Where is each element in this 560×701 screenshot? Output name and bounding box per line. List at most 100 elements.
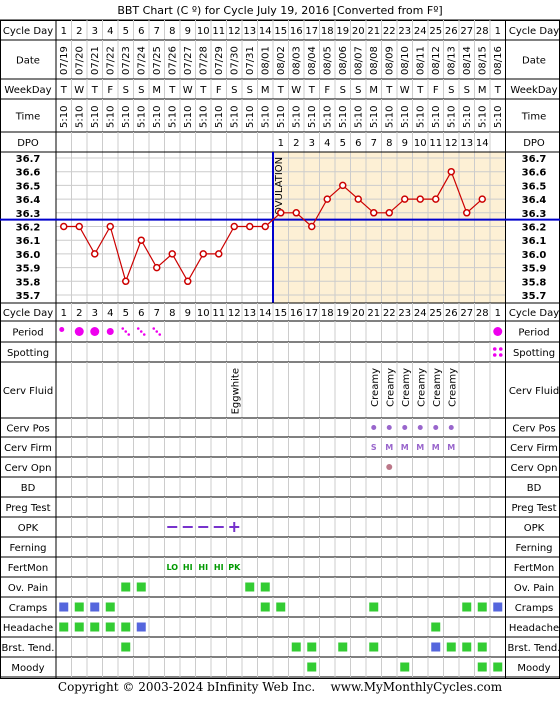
- y-tick-right: 35.8: [522, 277, 547, 288]
- headache-marker: [136, 622, 146, 632]
- fertmon-row-label-right: FertMon: [514, 563, 554, 574]
- weekday-row-cell: S: [355, 85, 361, 96]
- cerv-pos-marker: [433, 425, 439, 430]
- brst-tend-row-label-left: Brst. Tend.: [2, 643, 55, 654]
- cerv-fluid-text: Creamy: [385, 368, 396, 407]
- cerv-firm-text: M: [385, 443, 393, 452]
- cycle-day-row-cell: 2: [76, 26, 82, 37]
- date-row-cell: 07/27: [183, 46, 194, 75]
- cycle-day-row-bottom-cell: 4: [107, 308, 113, 319]
- time-row-cell: 5:10: [431, 106, 442, 128]
- date-row-cell: 07/29: [214, 46, 225, 75]
- brst-tend-marker: [369, 642, 379, 652]
- temperature-point: [60, 222, 68, 231]
- date-row-cell: 08/14: [462, 46, 473, 75]
- y-tick-left: 36.0: [16, 250, 41, 261]
- cycle-day-row-cell: 10: [197, 26, 210, 37]
- temperature-line: [63, 170, 483, 284]
- cycle-day-row-cell: 26: [445, 26, 458, 37]
- fertmon-text: PK: [228, 563, 241, 572]
- cycle-day-row-cell: 5: [123, 26, 129, 37]
- date-row-cell: 08/09: [384, 46, 395, 75]
- dpo-row-label-right: DPO: [523, 138, 545, 149]
- ov-pain-marker: [136, 582, 146, 592]
- weekday-row-cell: W: [291, 85, 301, 96]
- date-row-cell: 07/30: [229, 46, 240, 75]
- temperature-point: [339, 181, 347, 190]
- weekday-row-cell: W: [400, 85, 410, 96]
- temperature-point: [106, 222, 114, 231]
- weekday-row-cell: W: [183, 85, 193, 96]
- cramps-marker: [260, 602, 270, 612]
- date-row-cell: 07/19: [59, 46, 70, 75]
- cerv-pos-marker: [371, 425, 377, 430]
- spotting-row-label-right: Spotting: [513, 348, 555, 359]
- date-row-cell: 07/28: [198, 46, 209, 75]
- cycle-day-row-bottom-cell: 18: [321, 308, 334, 319]
- temperature-point: [463, 209, 471, 217]
- cramps-marker: [276, 602, 286, 612]
- cramps-marker: [105, 602, 115, 612]
- opk-row-label-left: OPK: [18, 523, 39, 534]
- footer-text: Copyright © 2003-2024 bInfinity Web Inc.…: [57, 680, 503, 694]
- time-row-cell: 5:10: [477, 106, 488, 128]
- cramps-marker: [90, 602, 100, 612]
- luteal-phase-background: [273, 152, 506, 303]
- cycle-day-row-cell: 13: [243, 26, 256, 37]
- dpo-row-cell: 10: [414, 138, 427, 149]
- time-row-cell: 5:10: [307, 106, 318, 128]
- date-row-cell: 07/23: [121, 46, 132, 75]
- cycle-day-row-bottom-cell: 16: [290, 308, 303, 319]
- cycle-day-row-label-left: Cycle Day: [3, 26, 53, 37]
- cycle-day-row-cell: 1: [495, 26, 501, 37]
- y-tick-left: 35.8: [16, 277, 41, 288]
- y-tick-right: 36.4: [522, 195, 547, 206]
- cerv-fluid-text: Creamy: [401, 368, 412, 407]
- temperature-point: [385, 209, 393, 217]
- cerv-pos-row-label-right: Cerv Pos: [512, 424, 555, 435]
- cycle-day-row-bottom-cell: 17: [305, 308, 318, 319]
- cycle-day-row-bottom-cell: 23: [398, 308, 411, 319]
- date-row-label-right: Date: [522, 56, 546, 67]
- cramps-marker: [477, 602, 487, 612]
- cycle-day-row-bottom-cell: 20: [352, 308, 365, 319]
- period-spot-marker: [142, 333, 146, 336]
- temperature-point: [277, 209, 285, 217]
- cycle-day-row-bottom-cell: 15: [274, 308, 287, 319]
- date-row-cell: 08/03: [291, 46, 302, 75]
- cycle-day-row-cell: 14: [259, 26, 272, 37]
- time-row-cell: 5:10: [369, 106, 380, 128]
- weekday-row-cell: M: [152, 85, 161, 96]
- cramps-marker: [462, 602, 472, 612]
- moody-row-label-right: Moody: [517, 663, 550, 674]
- y-tick-left: 35.9: [16, 264, 41, 275]
- temperature-point: [215, 250, 223, 258]
- time-row-cell: 5:10: [90, 106, 101, 128]
- dpo-row-cell: 7: [371, 138, 377, 149]
- cycle-day-row-cell: 15: [274, 26, 287, 37]
- weekday-row-cell: T: [91, 85, 99, 96]
- brst-tend-marker: [307, 642, 317, 652]
- brst-tend-marker: [431, 642, 441, 652]
- weekday-row-cell: W: [74, 85, 84, 96]
- time-row-cell: 5:10: [136, 106, 147, 128]
- cycle-day-row-cell: 12: [228, 26, 241, 37]
- weekday-row-cell: S: [231, 85, 237, 96]
- cycle-day-row-bottom-cell: 14: [259, 308, 272, 319]
- time-row-cell: 5:10: [322, 106, 333, 128]
- spotting-marker: [492, 347, 497, 351]
- date-row-cell: 08/10: [400, 46, 411, 75]
- temperature-point: [91, 250, 99, 258]
- y-tick-right: 36.5: [522, 181, 547, 192]
- cerv-fluid-text: Creamy: [416, 368, 427, 407]
- weekday-row-cell: F: [107, 85, 113, 96]
- cycle-day-row-bottom-cell: 26: [445, 308, 458, 319]
- time-row-cell: 5:10: [276, 106, 287, 128]
- period-spot-marker: [158, 333, 162, 336]
- cycle-day-row-cell: 7: [154, 26, 160, 37]
- cycle-day-row-bottom-cell: 3: [92, 308, 98, 319]
- bd-row-label-left: BD: [21, 483, 36, 494]
- ferning-row-label-right: Ferning: [515, 543, 552, 554]
- dpo-row-cell: 3: [309, 138, 315, 149]
- y-tick-right: 36.7: [522, 154, 547, 165]
